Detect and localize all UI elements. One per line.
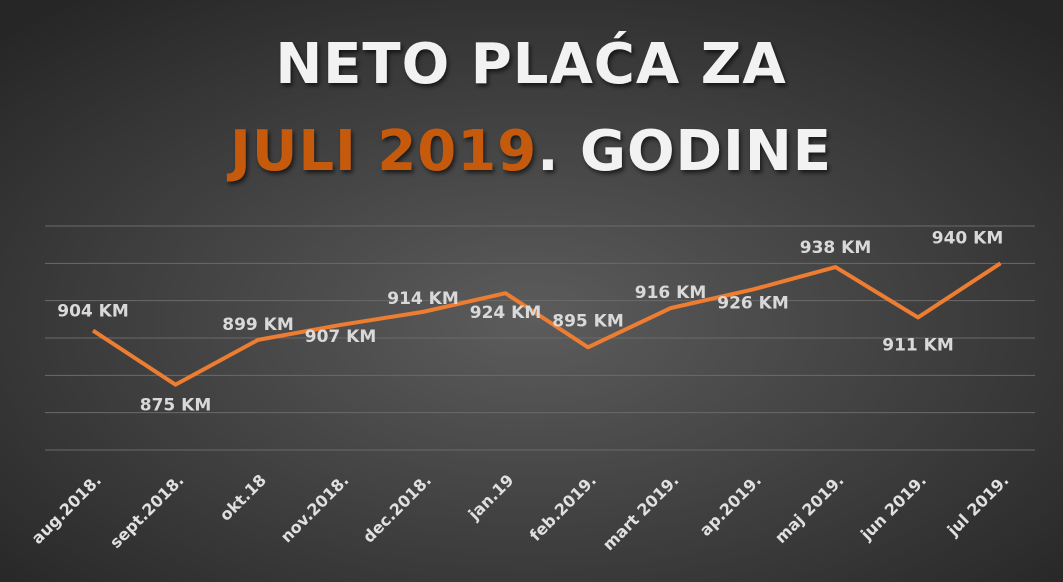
data-label: 924 KM (470, 303, 542, 323)
data-label: 940 KM (932, 228, 1004, 248)
data-label: 907 KM (305, 327, 377, 347)
chart-title: NETO PLAĆA ZA (275, 32, 786, 97)
data-label: 904 KM (57, 302, 129, 322)
data-label: 926 KM (717, 293, 789, 313)
data-label: 938 KM (800, 238, 872, 258)
title-rest: . GODINE (537, 119, 832, 184)
data-label: 899 KM (222, 315, 294, 335)
data-label: 914 KM (387, 289, 459, 309)
line (91, 261, 1002, 387)
data-label: 875 KM (140, 396, 212, 416)
data-label: 895 KM (552, 311, 624, 331)
chart-title-line2: JULI 2019. GODINE (226, 119, 832, 184)
data-label: 911 KM (882, 335, 954, 355)
data-label: 916 KM (635, 283, 707, 303)
title-highlight: JULI 2019 (226, 119, 537, 184)
